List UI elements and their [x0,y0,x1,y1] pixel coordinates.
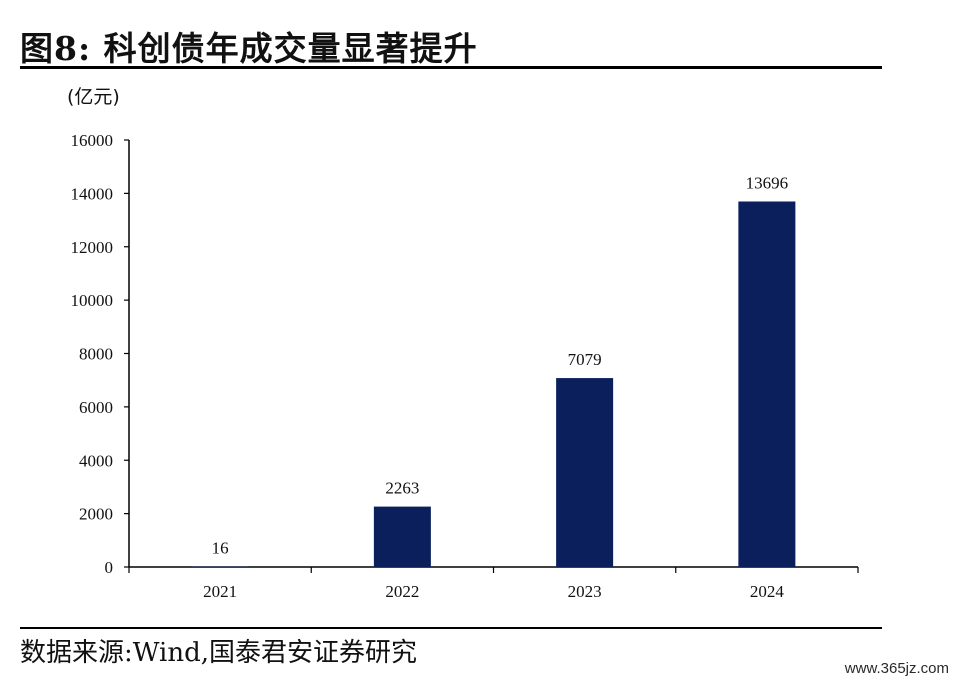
y-tick-label: 16000 [71,131,114,150]
y-tick-label: 2000 [79,505,113,524]
y-tick-label: 6000 [79,398,113,417]
y-tick-label: 12000 [71,238,114,257]
bar [373,506,431,567]
data-label: 16 [212,539,229,558]
bar [556,378,614,567]
bar [191,566,249,568]
watermark: www.365jz.com [844,660,949,677]
y-tick-label: 10000 [71,291,114,310]
y-tick-label: 8000 [79,345,113,364]
data-label: 13696 [746,173,789,192]
y-tick-label: 0 [105,558,114,577]
bar [738,201,796,567]
x-tick-label: 2023 [568,582,602,601]
x-tick-label: 2021 [203,582,237,601]
title-rule [20,66,882,69]
figure-title: 图8: 科创债年成交量显著提升 [20,29,478,68]
x-tick-label: 2022 [385,582,419,601]
source-rule [20,627,882,629]
data-label: 2263 [385,479,419,498]
data-source-note: 数据来源:Wind,国泰君安证券研究 [20,638,417,668]
y-tick-label: 14000 [71,184,114,203]
data-label: 7079 [568,350,602,369]
y-unit-label: (亿元) [67,86,120,108]
x-tick-label: 2024 [750,582,785,601]
chart-axes: 0 2000 4000 6000 8000 10000 12000 14000 16000 202… [71,131,859,601]
bar-series: 16 2263 7079 13696 [191,173,796,568]
y-tick-label: 4000 [79,451,113,470]
